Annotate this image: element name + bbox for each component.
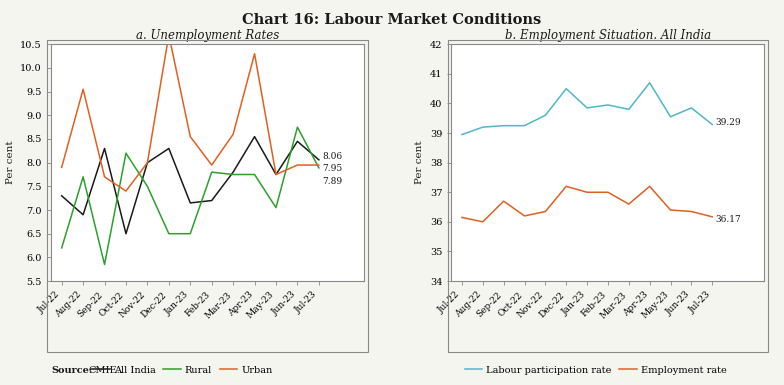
Employment rate (645, 184, 655, 189)
Urban (228, 132, 238, 137)
Text: 7.89: 7.89 (322, 177, 342, 186)
Labour participation rate (666, 114, 675, 119)
Line: Employment rate: Employment rate (462, 186, 712, 222)
All India (207, 198, 216, 203)
Line: Urban: Urban (62, 35, 319, 191)
Line: Rural: Rural (62, 127, 319, 264)
Legend: All India, Rural, Urban: All India, Rural, Urban (89, 362, 276, 378)
All India (186, 201, 195, 205)
Labour participation rate (499, 123, 508, 128)
Y-axis label: Per cent: Per cent (416, 141, 424, 184)
Urban (250, 52, 260, 56)
Urban (143, 160, 152, 165)
Labour participation rate (561, 86, 571, 91)
Employment rate (561, 184, 571, 189)
Rural (207, 170, 216, 174)
Urban (314, 163, 324, 167)
Labour participation rate (624, 107, 633, 112)
Urban (122, 189, 131, 193)
All India (143, 160, 152, 165)
Rural (57, 246, 67, 250)
Employment rate (666, 208, 675, 213)
All India (100, 146, 109, 151)
Employment rate (520, 214, 529, 218)
Rural (100, 262, 109, 267)
Rural (250, 172, 260, 177)
Employment rate (624, 202, 633, 206)
All India (292, 139, 302, 144)
Labour participation rate (541, 113, 550, 118)
Employment rate (541, 209, 550, 214)
Employment rate (603, 190, 612, 194)
Rural (314, 166, 324, 170)
Legend: Labour participation rate, Employment rate: Labour participation rate, Employment ra… (461, 362, 730, 378)
Labour participation rate (457, 132, 466, 137)
Rural (271, 205, 281, 210)
Urban (271, 172, 281, 177)
Line: All India: All India (62, 137, 319, 234)
Urban (292, 163, 302, 167)
Urban (57, 165, 67, 170)
All India (122, 231, 131, 236)
All India (164, 146, 173, 151)
Labour participation rate (645, 80, 655, 85)
Employment rate (499, 199, 508, 203)
Urban (207, 163, 216, 167)
Urban (78, 87, 88, 92)
Text: CMIE.: CMIE. (89, 367, 120, 375)
Text: Chart 16: Labour Market Conditions: Chart 16: Labour Market Conditions (242, 13, 542, 27)
Urban (186, 134, 195, 139)
All India (250, 134, 260, 139)
Labour participation rate (583, 105, 592, 110)
Text: Source:: Source: (51, 367, 93, 375)
Rural (186, 231, 195, 236)
Employment rate (478, 219, 488, 224)
All India (57, 194, 67, 198)
Labour participation rate (707, 122, 717, 127)
Employment rate (583, 190, 592, 194)
All India (314, 157, 324, 162)
Rural (122, 151, 131, 156)
Rural (143, 184, 152, 189)
Urban (164, 32, 173, 37)
Y-axis label: Per cent: Per cent (5, 141, 15, 184)
Text: 8.06: 8.06 (322, 152, 342, 161)
Title: a. Unemployment Rates: a. Unemployment Rates (136, 29, 279, 42)
Text: 7.95: 7.95 (322, 164, 343, 173)
Labour participation rate (603, 103, 612, 107)
Labour participation rate (687, 105, 696, 110)
All India (78, 213, 88, 217)
Employment rate (457, 215, 466, 220)
Rural (164, 231, 173, 236)
Title: b. Employment Situation. All India: b. Employment Situation. All India (505, 29, 711, 42)
All India (271, 172, 281, 177)
Rural (78, 174, 88, 179)
Employment rate (707, 214, 717, 219)
Text: 36.17: 36.17 (715, 215, 741, 224)
Rural (292, 125, 302, 129)
All India (228, 170, 238, 174)
Text: 39.29: 39.29 (715, 117, 741, 127)
Urban (100, 174, 109, 179)
Line: Labour participation rate: Labour participation rate (462, 83, 712, 134)
Employment rate (687, 209, 696, 214)
Rural (228, 172, 238, 177)
Labour participation rate (478, 125, 488, 129)
Labour participation rate (520, 123, 529, 128)
